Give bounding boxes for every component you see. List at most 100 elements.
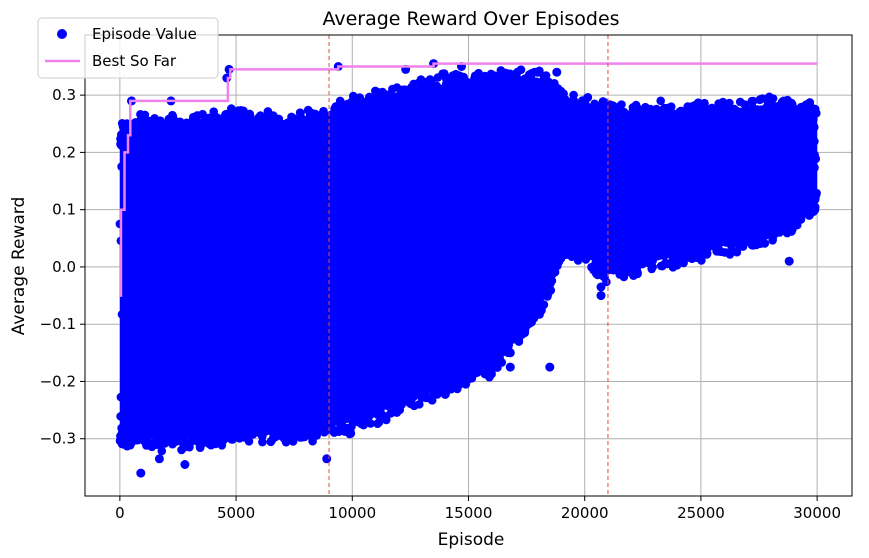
data-point — [381, 177, 390, 187]
data-point — [343, 382, 353, 392]
data-point — [490, 190, 500, 199]
data-point — [200, 281, 209, 291]
data-point — [315, 358, 325, 368]
data-point — [214, 279, 223, 288]
data-point — [325, 285, 335, 294]
data-point — [787, 156, 796, 165]
data-point — [231, 183, 240, 192]
data-point — [116, 436, 125, 446]
legend-label-best-so-far: Best So Far — [92, 52, 177, 70]
data-point — [302, 172, 311, 182]
data-point — [195, 443, 205, 453]
data-point — [402, 208, 412, 218]
data-point — [409, 329, 419, 339]
data-point — [230, 256, 239, 265]
data-point — [529, 197, 539, 207]
data-point — [434, 170, 444, 179]
data-point — [410, 174, 419, 184]
data-point — [392, 99, 402, 108]
data-point — [420, 323, 430, 333]
data-point — [284, 207, 293, 217]
data-point — [752, 223, 762, 233]
data-point — [373, 419, 382, 429]
data-point — [166, 136, 176, 145]
data-point — [598, 99, 608, 108]
data-point — [327, 370, 336, 379]
data-point — [128, 286, 138, 296]
data-point — [440, 90, 450, 100]
data-point — [389, 279, 399, 288]
outlier-point — [154, 454, 164, 464]
data-point — [733, 218, 742, 227]
data-point — [334, 200, 343, 209]
data-point — [492, 176, 502, 185]
data-point — [271, 411, 280, 421]
data-point — [640, 241, 649, 251]
data-point — [341, 374, 351, 383]
data-point — [617, 225, 626, 235]
data-point — [535, 310, 544, 319]
data-point — [192, 315, 201, 325]
data-point — [247, 413, 257, 422]
data-point — [217, 441, 227, 450]
data-point — [756, 149, 765, 158]
data-point — [388, 111, 398, 121]
data-point — [479, 328, 489, 338]
outlier-point — [784, 256, 794, 266]
data-point — [491, 276, 501, 286]
data-point — [667, 220, 676, 230]
data-point — [473, 198, 482, 208]
data-point — [294, 272, 303, 281]
data-point — [749, 180, 758, 190]
y-tick-label: 0.2 — [52, 143, 76, 161]
data-point — [490, 71, 500, 81]
data-point — [573, 256, 583, 265]
data-point — [321, 229, 330, 239]
data-point — [709, 141, 718, 150]
data-point — [277, 191, 287, 200]
data-point — [335, 214, 344, 223]
data-point — [160, 439, 170, 448]
data-point — [249, 380, 258, 390]
data-point — [593, 197, 602, 207]
y-tick-label: −0.3 — [40, 430, 76, 448]
data-point — [688, 118, 698, 127]
data-point — [451, 179, 460, 188]
y-tick-label: 0.0 — [52, 258, 76, 276]
legend-marker-episode-value — [57, 29, 67, 39]
data-point — [190, 365, 199, 374]
data-point — [428, 296, 437, 305]
data-point — [235, 170, 245, 180]
data-point — [638, 255, 647, 265]
data-point — [175, 428, 184, 437]
data-point — [231, 212, 241, 221]
data-point — [442, 360, 451, 370]
data-point — [126, 440, 135, 450]
data-point — [495, 296, 505, 306]
data-point — [406, 370, 415, 380]
data-point — [416, 84, 426, 94]
data-point — [357, 191, 367, 200]
data-point — [768, 217, 777, 226]
data-point — [388, 388, 397, 398]
data-point — [521, 306, 530, 315]
data-point — [599, 228, 609, 238]
data-point — [129, 432, 138, 442]
data-point — [708, 199, 718, 209]
data-point — [651, 173, 661, 183]
data-point — [475, 354, 485, 363]
data-point — [600, 245, 610, 254]
data-point — [689, 227, 699, 236]
data-point — [691, 207, 700, 216]
data-point — [364, 209, 373, 219]
data-point — [726, 171, 736, 181]
data-point — [460, 348, 469, 357]
data-point — [168, 202, 178, 211]
data-point — [284, 364, 294, 373]
data-point — [668, 109, 678, 118]
data-point — [604, 107, 613, 116]
data-point — [392, 335, 402, 345]
data-point — [429, 335, 439, 345]
data-point — [634, 144, 644, 153]
data-point — [517, 256, 526, 266]
